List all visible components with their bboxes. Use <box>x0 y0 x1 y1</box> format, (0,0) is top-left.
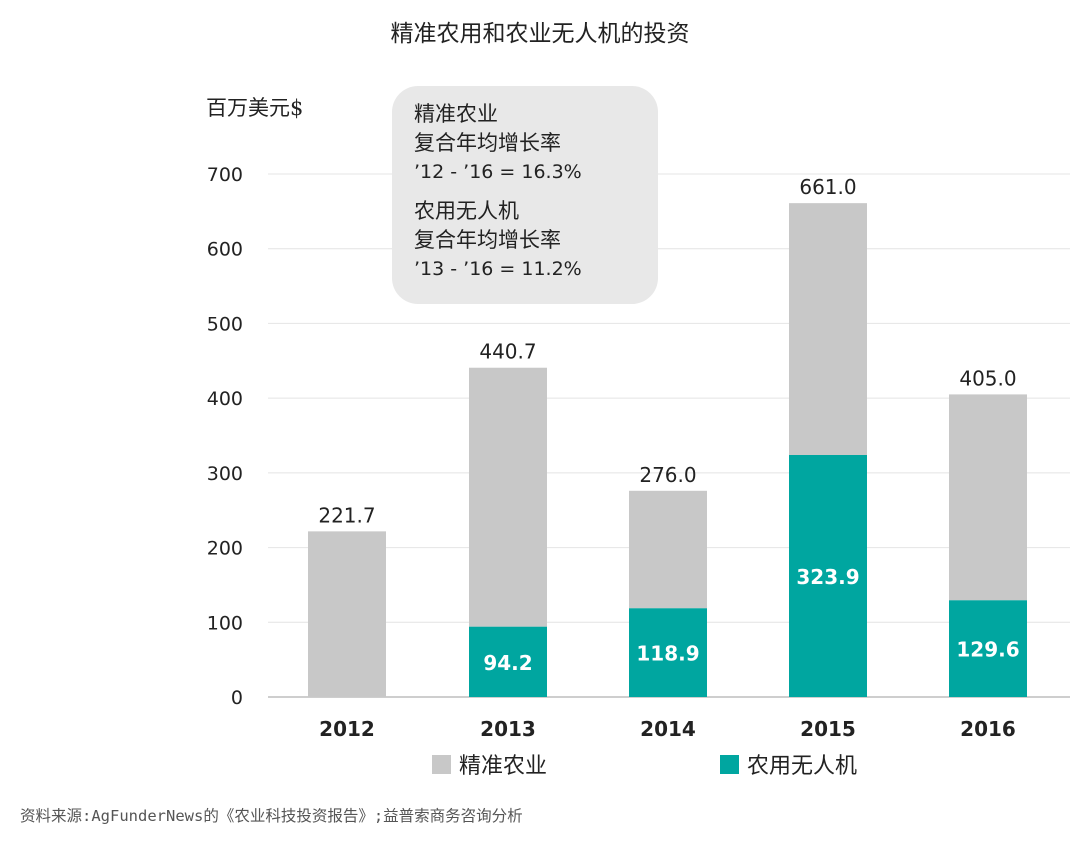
y-tick-label-700: 700 <box>207 164 243 186</box>
y-axis-label: 百万美元$ <box>206 96 304 120</box>
callout-b-line2: 复合年均增长率 <box>414 228 561 252</box>
callout-b-line1: 农用无人机 <box>414 199 519 223</box>
data-label-ag-drone-2015: 323.9 <box>796 565 859 589</box>
data-label-total-2012: 221.7 <box>318 503 375 527</box>
legend-swatch-ag-drone <box>720 754 739 774</box>
source-note: 资料来源:AgFunderNews的《农业科技投资报告》;益普索商务咨询分析 <box>20 807 523 825</box>
y-tick-label-400: 400 <box>207 388 243 410</box>
bar-precision-ag-2014 <box>629 490 707 609</box>
bar-precision-ag-2016 <box>949 394 1027 601</box>
data-label-ag-drone-2014: 118.9 <box>636 642 699 666</box>
data-label-ag-drone-2013: 94.2 <box>483 651 532 675</box>
data-label-total-2013: 440.7 <box>479 340 536 364</box>
legend-label-ag-drone: 农用无人机 <box>747 754 858 779</box>
legend-item-ag-drone: 农用无人机 <box>720 748 857 780</box>
data-label-total-2014: 276.0 <box>639 463 696 487</box>
y-tick-label-500: 500 <box>207 313 243 335</box>
bar-ag-drone-2016 <box>949 600 1027 697</box>
legend-swatch-precision-ag <box>432 754 451 774</box>
bar-ag-drone-2015 <box>789 455 867 697</box>
y-tick-label-300: 300 <box>207 463 243 485</box>
bar-precision-ag-2012 <box>308 531 386 697</box>
callout-a-line2: 复合年均增长率 <box>414 131 561 155</box>
bar-precision-ag-2015 <box>789 203 867 456</box>
x-tick-label-2015: 2015 <box>800 717 856 741</box>
x-tick-label-2012: 2012 <box>319 717 375 741</box>
legend-item-precision-ag: 精准农业 <box>432 748 547 780</box>
data-label-ag-drone-2016: 129.6 <box>956 638 1019 662</box>
cagr-callout: 精准农业 复合年均增长率 ’12 - ’16 = 16.3% 农用无人机 复合年… <box>392 86 658 304</box>
y-tick-label-600: 600 <box>207 239 243 261</box>
bar-ag-drone-2013 <box>469 626 547 697</box>
y-tick-label-0: 0 <box>231 687 243 709</box>
callout-a-line3: ’12 - ’16 = 16.3% <box>414 161 582 183</box>
x-tick-label-2016: 2016 <box>960 717 1016 741</box>
chart-title: 精准农用和农业无人机的投资 <box>390 21 690 47</box>
data-label-total-2015: 661.0 <box>799 175 856 199</box>
y-tick-label-100: 100 <box>207 612 243 634</box>
callout-a-line1: 精准农业 <box>414 102 498 126</box>
data-label-total-2016: 405.0 <box>959 366 1016 390</box>
bar-precision-ag-2013 <box>469 367 547 627</box>
bar-ag-drone-2014 <box>629 608 707 697</box>
x-tick-label-2014: 2014 <box>640 717 696 741</box>
x-tick-label-2013: 2013 <box>480 717 536 741</box>
y-tick-label-200: 200 <box>207 538 243 560</box>
legend-label-precision-ag: 精准农业 <box>459 754 548 779</box>
callout-b-line3: ’13 - ’16 = 11.2% <box>414 258 582 280</box>
